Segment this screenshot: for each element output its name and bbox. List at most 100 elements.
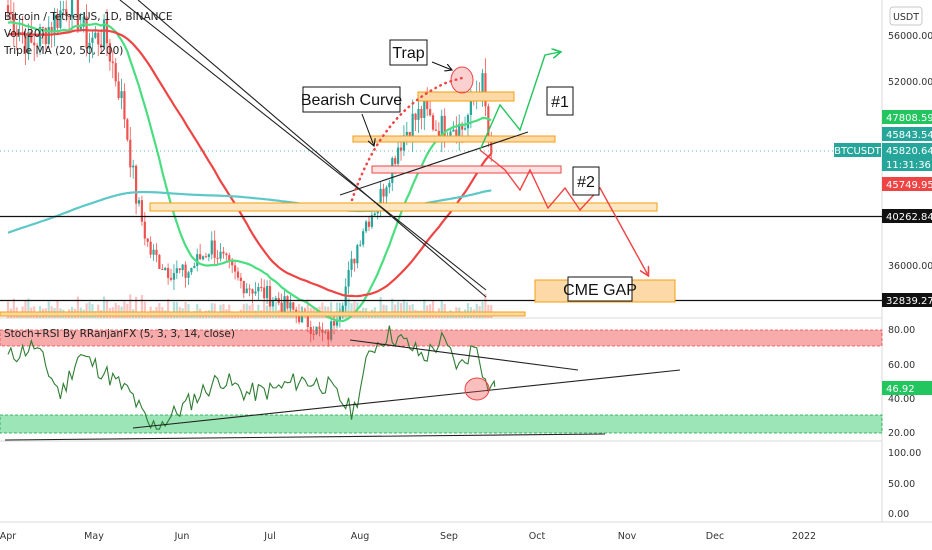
supply-zone-mid[interactable] xyxy=(352,135,556,143)
currency-badge[interactable]: USDT xyxy=(889,6,923,26)
symbol-tag[interactable]: BTCUSDT xyxy=(834,143,882,157)
volume-bar xyxy=(402,299,406,318)
time-axis[interactable]: Apr May Jun Jul Aug Sep Oct Nov Dec 2022 xyxy=(0,531,816,542)
volume-bar xyxy=(129,294,132,318)
downtrend-line-2[interactable] xyxy=(137,0,487,298)
candle xyxy=(140,195,144,226)
stoch-resistance-line[interactable] xyxy=(349,339,579,371)
price-label-sma200: 45749.95 xyxy=(882,177,932,191)
candle xyxy=(263,279,266,300)
stoch-tick-40: 40.00 xyxy=(888,394,915,405)
candle xyxy=(321,322,324,342)
volume-bar xyxy=(210,303,213,318)
vol-tick-0: 0.00 xyxy=(888,509,909,520)
svg-text:32839.27: 32839.27 xyxy=(886,296,932,307)
svg-text:45843.54: 45843.54 xyxy=(886,130,932,141)
candle xyxy=(248,284,251,297)
candle xyxy=(245,283,248,294)
volume-bar xyxy=(382,304,385,318)
volume-bar xyxy=(481,301,484,318)
candle xyxy=(431,112,435,132)
candle xyxy=(36,42,39,58)
stoch-tick-20: 20.00 xyxy=(888,428,915,439)
candle xyxy=(260,278,263,292)
candle xyxy=(286,295,289,310)
candle xyxy=(79,12,82,32)
time-tick-nov: Nov xyxy=(618,531,637,542)
bearish-curve[interactable] xyxy=(350,76,464,202)
trap-label-box[interactable]: Trap xyxy=(389,39,428,66)
svg-text:USDT: USDT xyxy=(893,12,919,23)
trap-label: Trap xyxy=(392,45,424,62)
candle xyxy=(184,261,187,288)
stoch-base-line[interactable] xyxy=(4,433,606,441)
volume-bar xyxy=(91,303,94,318)
candle xyxy=(88,32,91,63)
scenario-2-label-box[interactable]: #2 xyxy=(572,166,600,196)
time-tick-dec: Dec xyxy=(706,531,724,542)
volume-bar xyxy=(167,299,170,318)
candle xyxy=(353,258,356,272)
trap-pointer xyxy=(431,61,452,70)
chart-title[interactable]: Bitcoin / TetherUS, 1D, BINANCE xyxy=(4,11,172,23)
candle xyxy=(152,244,155,261)
stoch-circle[interactable] xyxy=(464,377,490,401)
trap-circle[interactable] xyxy=(450,66,474,94)
candle xyxy=(382,183,385,203)
candle xyxy=(254,282,257,296)
volume-bar xyxy=(330,302,333,318)
volume-bar xyxy=(143,301,146,318)
scenario-1-label-box[interactable]: #1 xyxy=(546,86,574,116)
candle xyxy=(466,113,470,137)
support-zone-red[interactable] xyxy=(371,165,562,174)
bearish-curve-label-box[interactable]: Bearish Curve xyxy=(301,86,402,113)
candle xyxy=(33,35,36,62)
candle xyxy=(414,112,417,132)
candlestick-series xyxy=(6,0,493,347)
candle xyxy=(91,31,94,59)
volume-bar xyxy=(184,302,187,318)
volume-bar xyxy=(196,303,199,318)
volume-bar xyxy=(350,303,353,318)
rising-trendline[interactable] xyxy=(339,131,529,196)
candle xyxy=(356,243,359,269)
ma-legend[interactable]: Triple MA (20, 50, 200) xyxy=(3,45,123,57)
candle xyxy=(129,127,132,178)
volume-bar xyxy=(140,295,144,318)
volume-bar xyxy=(105,299,109,318)
downtrend-line-1[interactable] xyxy=(119,0,487,291)
candle xyxy=(216,249,219,264)
scenario-1-arrow[interactable] xyxy=(479,52,560,151)
candle xyxy=(94,25,97,40)
supply-zone-top[interactable] xyxy=(417,91,515,102)
candle xyxy=(327,328,330,347)
volume-bar xyxy=(12,298,15,318)
bearish-curve-label: Bearish Curve xyxy=(301,92,402,109)
stoch-legend[interactable]: Stoch+RSI By RRanjanFX (5, 3, 3, 14, clo… xyxy=(4,328,235,340)
stoch-support-line[interactable] xyxy=(132,369,681,429)
cme-gap-label-box[interactable]: CME GAP xyxy=(563,276,637,302)
volume-bar xyxy=(6,301,10,318)
volume-legend[interactable]: Vol (20) xyxy=(4,28,45,40)
volume-bar xyxy=(85,303,88,318)
volume-bar xyxy=(274,302,277,318)
candle xyxy=(70,0,74,32)
demand-zone-40k[interactable] xyxy=(149,202,658,212)
sma-20-line xyxy=(7,21,492,323)
time-tick-may: May xyxy=(84,531,104,542)
volume-bar xyxy=(429,304,432,318)
svg-text:BTCUSDT: BTCUSDT xyxy=(834,146,882,157)
demand-zone-bottom[interactable] xyxy=(0,311,526,317)
volume-bar xyxy=(219,304,222,318)
volume-bar xyxy=(440,300,443,318)
volume-bar xyxy=(405,302,408,318)
volume-bar xyxy=(158,303,161,318)
candle xyxy=(420,105,423,130)
price-labels: 47808.59 45843.54 45820.64 11:31:36 4574… xyxy=(882,110,932,307)
candle xyxy=(134,164,138,215)
volume-bar xyxy=(228,304,231,318)
volume-bar xyxy=(394,304,397,318)
candle xyxy=(350,250,353,278)
volume-bar xyxy=(172,301,176,318)
